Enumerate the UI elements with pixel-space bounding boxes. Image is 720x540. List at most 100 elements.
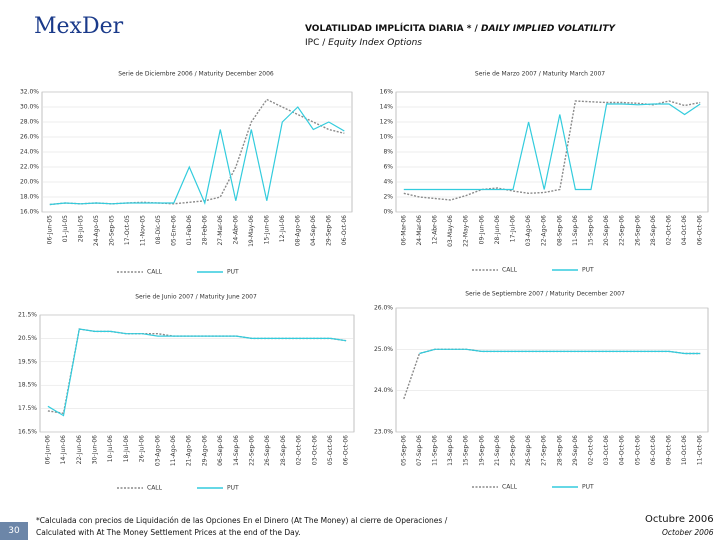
x-tick-label: 01-Jul-05 bbox=[62, 215, 69, 242]
legend-label: PUT bbox=[582, 267, 594, 274]
series-line bbox=[47, 328, 347, 415]
x-tick-label: 28-Jul-05 bbox=[77, 215, 84, 242]
x-tick-label: 13-Sep-06 bbox=[447, 435, 454, 466]
y-tick-label: 20.5% bbox=[18, 335, 37, 342]
x-tick-label: 12-Abr-06 bbox=[432, 215, 439, 245]
legend-label: CALL bbox=[147, 485, 163, 492]
series-line bbox=[403, 103, 701, 191]
x-tick-label: 02-Oct-06 bbox=[296, 435, 303, 465]
y-tick-label: 19.5% bbox=[18, 358, 37, 365]
y-tick-label: 24.0% bbox=[20, 149, 39, 156]
legend-label: PUT bbox=[227, 269, 239, 276]
x-tick-label: 10-Jul-06 bbox=[107, 435, 114, 462]
y-tick-label: 23.0% bbox=[374, 429, 393, 436]
x-tick-label: 28-Sep-06 bbox=[650, 215, 657, 246]
y-tick-label: 26.0% bbox=[374, 305, 393, 312]
x-tick-label: 06-Oct-06 bbox=[697, 215, 704, 245]
x-tick-label: 26-Sep-06 bbox=[634, 215, 641, 246]
y-tick-label: 21.5% bbox=[18, 312, 37, 319]
x-tick-label: 01-Feb-06 bbox=[186, 215, 193, 245]
x-tick-label: 12-Jul-06 bbox=[279, 215, 286, 242]
x-tick-label: 21-Sep-06 bbox=[494, 435, 501, 466]
chart-title: Serie de Diciembre 2006 / Maturity Decem… bbox=[118, 71, 274, 78]
date-en: October 2006 bbox=[662, 528, 714, 537]
x-tick-label: 06-Jun-05 bbox=[46, 215, 53, 244]
x-tick-label: 05-Oct-06 bbox=[327, 435, 334, 465]
series-line bbox=[419, 348, 701, 355]
x-tick-label: 28-Feb-06 bbox=[201, 215, 208, 245]
x-tick-label: 08-Ago-06 bbox=[294, 215, 301, 246]
x-tick-label: 11-Oct-06 bbox=[697, 435, 704, 465]
x-tick-label: 17-Jul-06 bbox=[510, 215, 517, 242]
x-tick-label: 03-May-06 bbox=[447, 215, 454, 247]
y-tick-label: 12% bbox=[380, 119, 394, 126]
x-tick-label: 30-Jun-06 bbox=[91, 435, 98, 464]
x-tick-label: 20-Sep-05 bbox=[108, 215, 115, 246]
x-tick-label: 11-Sep-06 bbox=[572, 215, 579, 246]
title: VOLATILIDAD IMPLÍCITA DIARIA * / DAILY I… bbox=[305, 24, 615, 34]
x-tick-label: 20-Sep-06 bbox=[603, 215, 610, 246]
x-tick-label: 11-Nov-05 bbox=[139, 215, 146, 246]
x-tick-label: 29-Ago-06 bbox=[201, 435, 208, 466]
y-tick-label: 18.5% bbox=[18, 382, 37, 389]
x-tick-label: 17-Oct-05 bbox=[124, 215, 131, 245]
x-tick-label: 22-Sep-06 bbox=[619, 215, 626, 246]
x-tick-label: 06-Mar-06 bbox=[400, 215, 407, 246]
y-tick-label: 25.0% bbox=[374, 346, 393, 353]
x-tick-label: 15-Sep-06 bbox=[588, 215, 595, 246]
x-tick-label: 06-Oct-06 bbox=[343, 435, 350, 465]
y-tick-label: 28.0% bbox=[20, 119, 39, 126]
x-tick-label: 29-Sep-06 bbox=[325, 215, 332, 246]
page-number: 30 bbox=[0, 522, 28, 540]
x-tick-label: 26-Sep-06 bbox=[264, 435, 271, 466]
x-tick-label: 09-Oct-06 bbox=[666, 435, 673, 465]
title-es: VOLATILIDAD IMPLÍCITA DIARIA * / bbox=[305, 24, 478, 34]
subtitle-en: Equity Index Options bbox=[328, 38, 422, 48]
y-tick-label: 26.0% bbox=[20, 134, 39, 141]
logo: MexDer bbox=[34, 14, 124, 39]
chart-title: Serie de Junio 2007 / Maturity June 2007 bbox=[135, 294, 257, 301]
x-tick-label: 14-Sep-06 bbox=[233, 435, 240, 466]
x-tick-label: 24-Abr-06 bbox=[232, 215, 239, 245]
series-line bbox=[403, 348, 701, 400]
legend-label: PUT bbox=[582, 484, 594, 491]
subtitle-es: IPC / bbox=[305, 38, 326, 48]
y-tick-label: 18.0% bbox=[20, 194, 39, 201]
x-tick-label: 06-Sep-06 bbox=[217, 435, 224, 466]
y-tick-label: 0% bbox=[383, 209, 393, 216]
x-tick-label: 04-Sep-06 bbox=[310, 215, 317, 246]
x-tick-label: 06-Oct-06 bbox=[341, 215, 348, 245]
x-tick-label: 27-Mar-06 bbox=[217, 215, 224, 246]
y-tick-label: 24.0% bbox=[374, 387, 393, 394]
date: Octubre 2006 bbox=[645, 514, 714, 525]
y-tick-label: 14% bbox=[380, 104, 394, 111]
x-tick-label: 08-Dic-05 bbox=[155, 215, 162, 244]
y-tick-label: 16% bbox=[380, 89, 394, 96]
x-tick-label: 07-Sep-06 bbox=[416, 435, 423, 466]
x-tick-label: 19-Sep-06 bbox=[478, 435, 485, 466]
x-tick-label: 03-Oct-06 bbox=[311, 435, 318, 465]
series-line bbox=[47, 328, 347, 417]
x-tick-label: 21-Ago-06 bbox=[186, 435, 193, 466]
legend-label: CALL bbox=[502, 267, 518, 274]
subtitle: IPC / Equity Index Options bbox=[305, 38, 422, 48]
series-line bbox=[49, 106, 345, 206]
x-tick-label: 28-Sep-06 bbox=[556, 435, 563, 466]
y-tick-label: 4% bbox=[383, 179, 393, 186]
x-tick-label: 15-Jun-06 bbox=[263, 215, 270, 244]
x-tick-label: 22-Jun-06 bbox=[76, 435, 83, 464]
chart-title: Serie de Marzo 2007 / Maturity March 200… bbox=[475, 71, 605, 78]
y-tick-label: 20.0% bbox=[20, 179, 39, 186]
x-tick-label: 02-Oct-06 bbox=[666, 215, 673, 245]
x-tick-label: 03-Ago-06 bbox=[525, 215, 532, 246]
x-tick-label: 27-Sep-06 bbox=[541, 435, 548, 466]
y-tick-label: 30.0% bbox=[20, 104, 39, 111]
x-tick-label: 22-May-06 bbox=[463, 215, 470, 247]
x-tick-label: 24-Mar-06 bbox=[416, 215, 423, 246]
x-tick-label: 09-Jun-06 bbox=[478, 215, 485, 244]
plot-area bbox=[395, 307, 709, 433]
legend-label: PUT bbox=[227, 485, 239, 492]
charts: Serie de Diciembre 2006 / Maturity Decem… bbox=[18, 71, 709, 492]
y-tick-label: 8% bbox=[383, 149, 393, 156]
